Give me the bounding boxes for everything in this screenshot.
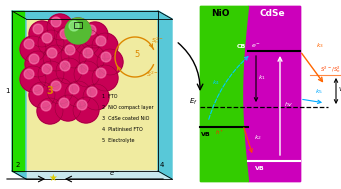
Text: CdSe: CdSe xyxy=(259,9,285,18)
Text: $k_3$: $k_3$ xyxy=(316,41,324,50)
Text: ★: ★ xyxy=(49,173,57,183)
Polygon shape xyxy=(200,6,248,181)
Polygon shape xyxy=(248,6,300,181)
Circle shape xyxy=(55,95,81,121)
Text: 1  FTO: 1 FTO xyxy=(102,94,118,99)
Circle shape xyxy=(65,18,91,44)
Circle shape xyxy=(41,101,51,111)
Circle shape xyxy=(38,30,64,56)
Circle shape xyxy=(42,64,52,74)
Circle shape xyxy=(101,52,111,62)
Circle shape xyxy=(65,81,91,107)
Circle shape xyxy=(69,21,79,31)
Text: $hv$: $hv$ xyxy=(284,100,294,108)
Circle shape xyxy=(92,65,118,91)
Text: VB: VB xyxy=(201,132,211,137)
Polygon shape xyxy=(158,11,172,179)
Polygon shape xyxy=(12,11,24,171)
Circle shape xyxy=(65,45,75,55)
Text: 4  Platinised FTO: 4 Platinised FTO xyxy=(102,127,143,132)
Polygon shape xyxy=(12,11,172,19)
Polygon shape xyxy=(12,11,158,171)
Circle shape xyxy=(83,84,109,110)
Circle shape xyxy=(20,66,46,92)
Text: 3  CdSe coated NiO: 3 CdSe coated NiO xyxy=(102,116,149,121)
Circle shape xyxy=(96,36,106,46)
Circle shape xyxy=(69,21,79,31)
Text: 5: 5 xyxy=(134,50,139,59)
Text: $S^{2-}$: $S^{2-}$ xyxy=(146,70,160,79)
Circle shape xyxy=(61,42,87,68)
Text: NiO: NiO xyxy=(211,9,229,18)
Polygon shape xyxy=(12,11,26,179)
Circle shape xyxy=(69,84,79,94)
Text: $k_1$: $k_1$ xyxy=(258,73,266,82)
Circle shape xyxy=(78,64,88,74)
Circle shape xyxy=(60,29,70,39)
Circle shape xyxy=(96,68,106,78)
Circle shape xyxy=(24,69,34,79)
Circle shape xyxy=(47,78,73,104)
Text: $e^-$: $e^-$ xyxy=(109,169,121,178)
Circle shape xyxy=(24,39,34,49)
Text: $e^-$: $e^-$ xyxy=(251,42,261,50)
Circle shape xyxy=(74,61,100,87)
Text: CB: CB xyxy=(237,44,246,49)
Circle shape xyxy=(87,87,97,97)
Circle shape xyxy=(29,82,55,108)
Text: 5  Electrolyte: 5 Electrolyte xyxy=(102,138,134,143)
Text: $V_{oc}$: $V_{oc}$ xyxy=(338,85,341,94)
Circle shape xyxy=(79,45,105,71)
Text: $k_4$: $k_4$ xyxy=(212,78,220,87)
Circle shape xyxy=(51,81,61,91)
Circle shape xyxy=(83,48,93,58)
Text: $E_f$: $E_f$ xyxy=(189,97,198,107)
Circle shape xyxy=(59,98,69,108)
Circle shape xyxy=(86,25,96,35)
Circle shape xyxy=(77,100,87,110)
Circle shape xyxy=(56,26,82,52)
Text: $S^{2-}/S_n^{2-}$: $S^{2-}/S_n^{2-}$ xyxy=(320,64,341,75)
Text: 1: 1 xyxy=(5,88,9,94)
Polygon shape xyxy=(12,171,172,179)
Bar xyxy=(74,22,82,28)
Circle shape xyxy=(74,29,100,55)
Circle shape xyxy=(78,32,88,42)
Text: 2  NiO compact layer: 2 NiO compact layer xyxy=(102,105,154,110)
Circle shape xyxy=(60,61,70,71)
Circle shape xyxy=(37,98,63,124)
Circle shape xyxy=(33,24,43,34)
Circle shape xyxy=(82,22,108,48)
Circle shape xyxy=(92,33,118,59)
Text: $k_5$: $k_5$ xyxy=(315,87,323,96)
Text: 4: 4 xyxy=(160,162,164,168)
Circle shape xyxy=(43,45,69,71)
Text: 3: 3 xyxy=(47,86,54,96)
Circle shape xyxy=(73,97,99,123)
Text: $h^+$: $h^+$ xyxy=(215,128,224,137)
Circle shape xyxy=(65,18,91,44)
Circle shape xyxy=(56,58,82,84)
Circle shape xyxy=(38,61,64,87)
Text: VB: VB xyxy=(255,166,265,171)
Circle shape xyxy=(97,49,123,75)
Circle shape xyxy=(29,54,39,64)
Circle shape xyxy=(20,36,46,62)
Circle shape xyxy=(51,17,61,27)
Circle shape xyxy=(25,51,51,77)
Text: $S_n^{2-}$: $S_n^{2-}$ xyxy=(151,35,165,46)
Circle shape xyxy=(47,14,73,40)
Circle shape xyxy=(42,33,52,43)
Circle shape xyxy=(47,48,57,58)
Circle shape xyxy=(29,21,55,47)
Text: $k_2$: $k_2$ xyxy=(254,133,262,142)
Circle shape xyxy=(33,85,43,95)
Text: 2: 2 xyxy=(16,162,20,168)
